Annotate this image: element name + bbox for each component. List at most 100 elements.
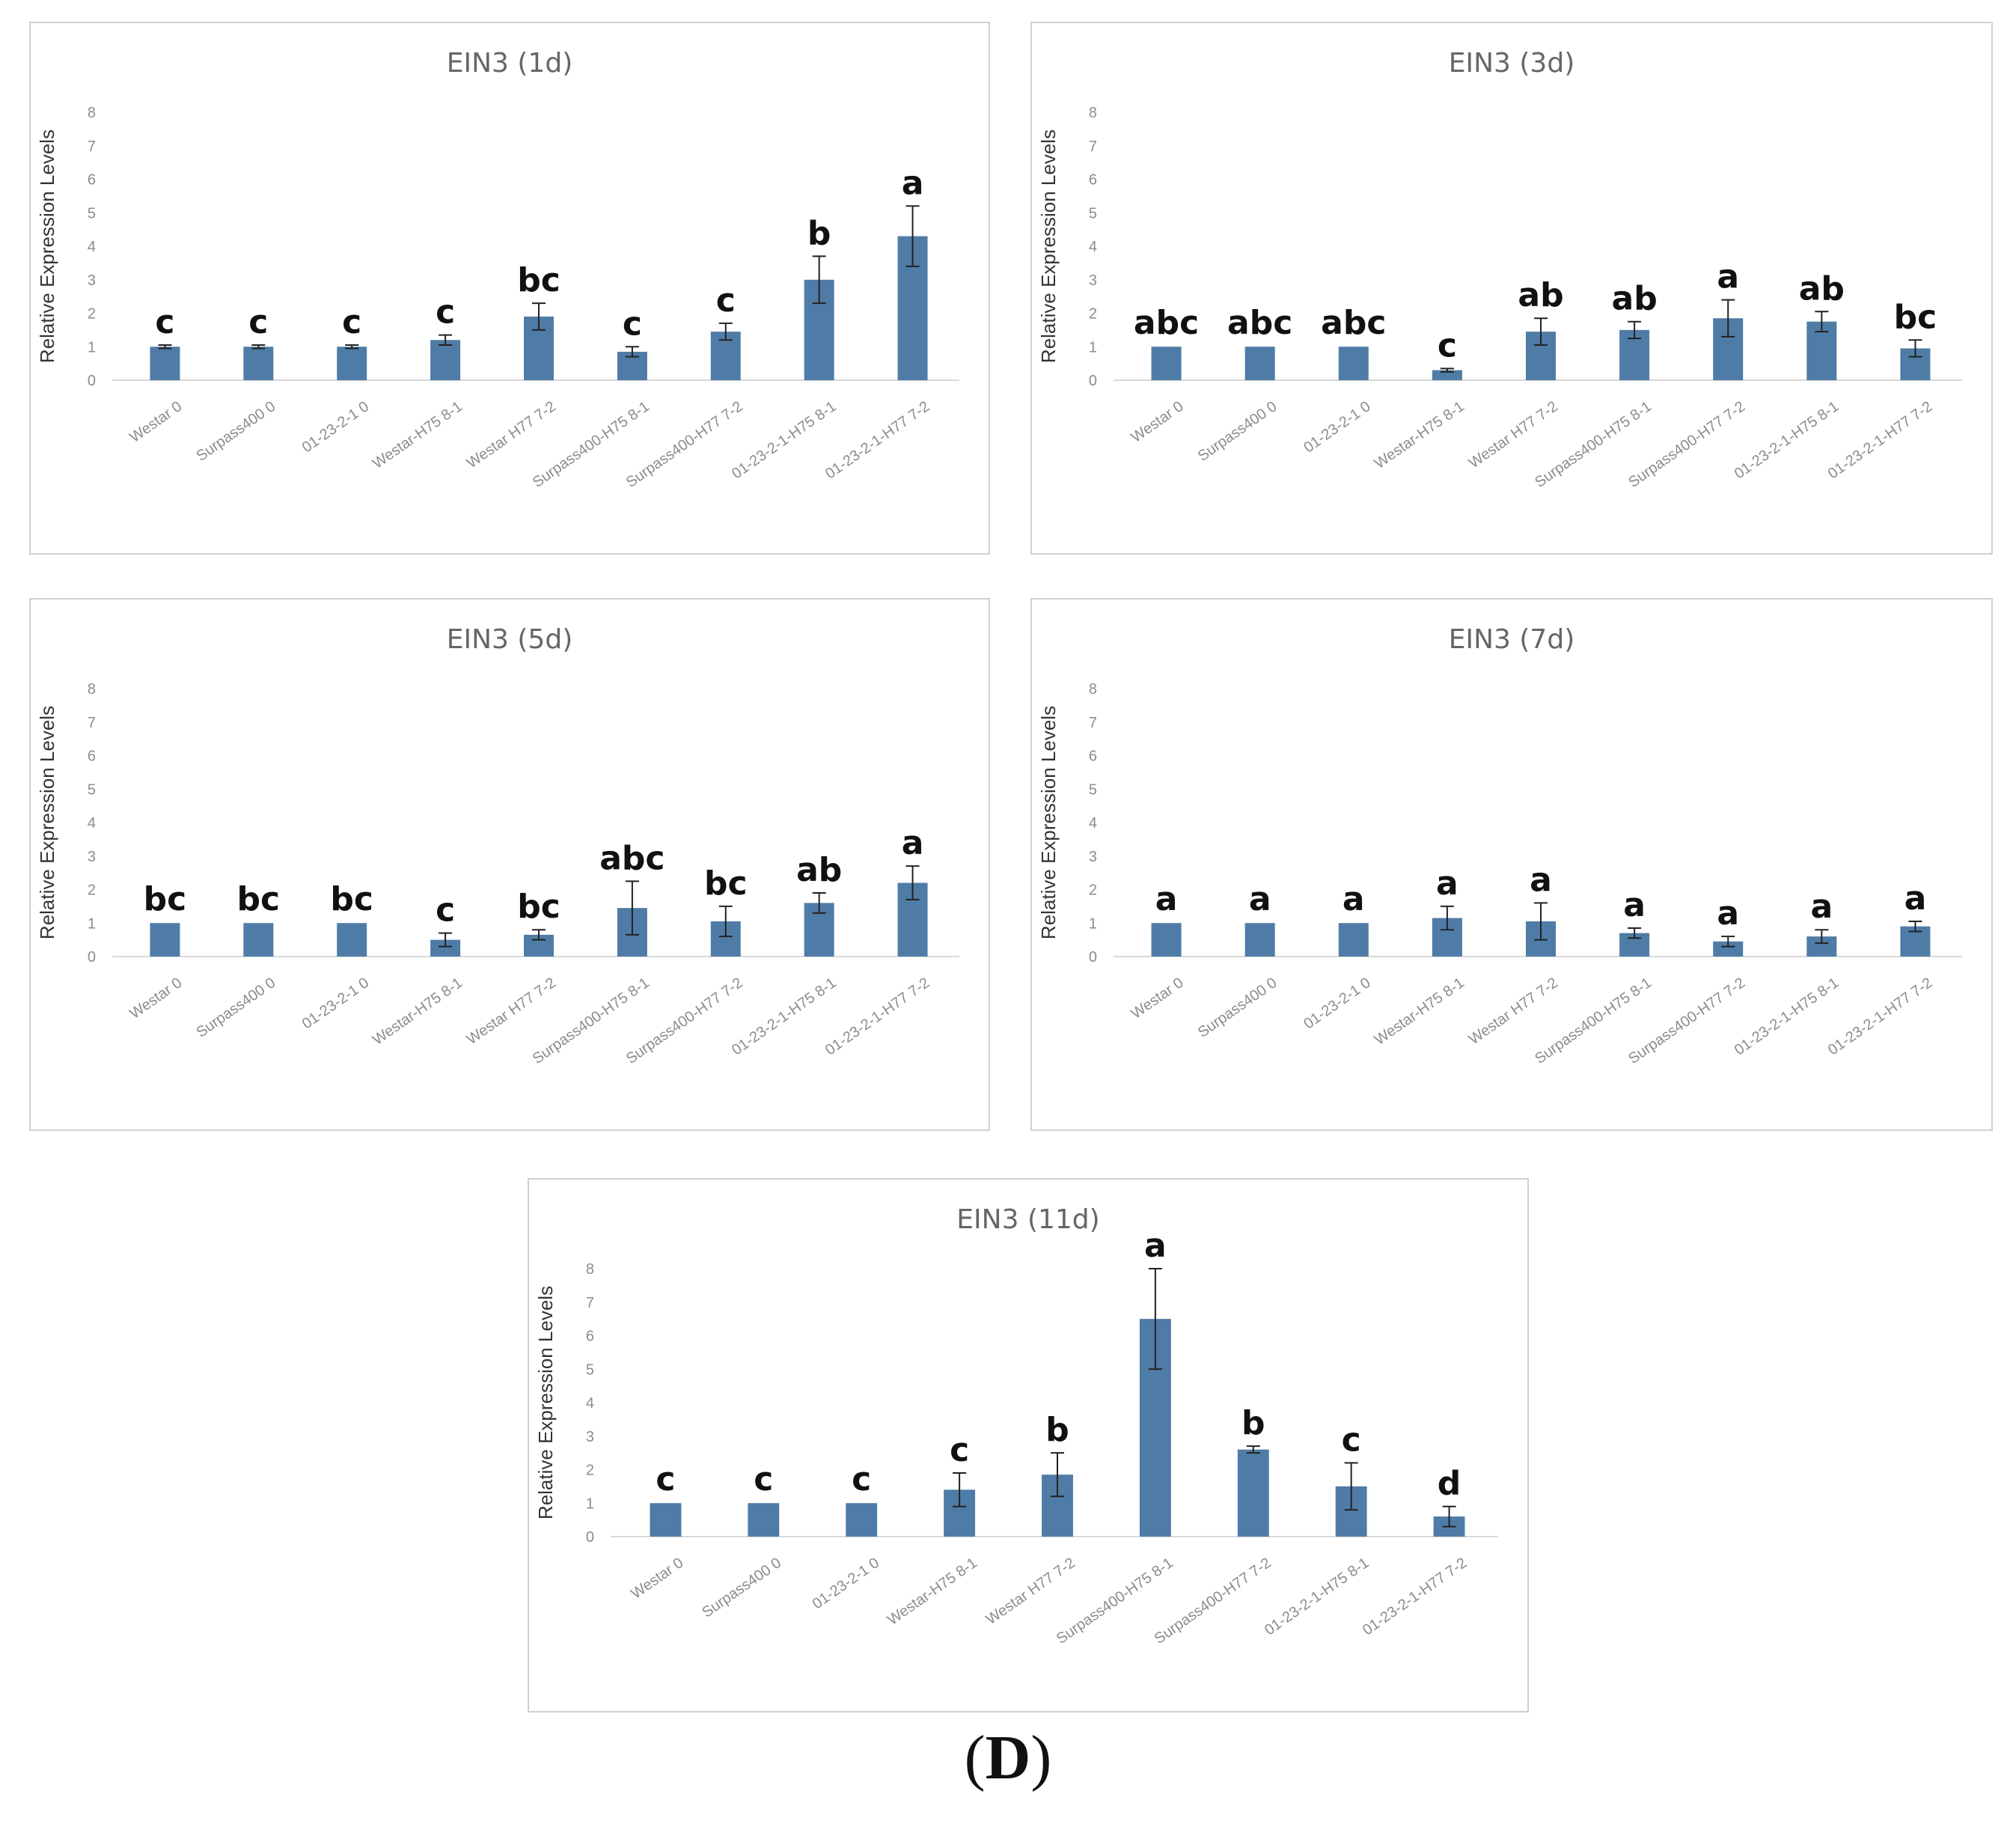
y-tick-label: 0 [88, 949, 96, 966]
significance-label: a [1530, 861, 1552, 899]
significance-label: bc [330, 880, 373, 918]
y-tick-label: 6 [88, 748, 96, 765]
bar [1432, 370, 1462, 380]
significance-label: bc [237, 880, 281, 918]
chart-panel-1: EIN3 (1d) Relative Expression Levels 0 1 2 3 4… [29, 22, 990, 555]
y-tick-label: 3 [88, 849, 96, 865]
y-tick-label: 4 [1089, 239, 1097, 255]
y-tick-label: 3 [1089, 272, 1097, 289]
bar [150, 923, 180, 957]
chart-panel-5: EIN3 (11d) Relative Expression Levels 0 1 2 3… [528, 1178, 1529, 1712]
y-tick-label: 7 [88, 138, 96, 155]
significance-label: ab [796, 851, 842, 889]
y-tick-label: 1 [88, 339, 96, 356]
y-tick-label: 0 [88, 373, 96, 389]
bar [748, 1503, 780, 1537]
y-axis-label: Relative Expression Levels [534, 1286, 557, 1519]
y-tick-label: 7 [586, 1295, 594, 1311]
significance-label: a [1249, 880, 1271, 918]
significance-label: a [902, 824, 924, 862]
y-axis-label: Relative Expression Levels [36, 129, 58, 363]
significance-label: c [155, 303, 174, 341]
y-axis-label: Relative Expression Levels [1037, 706, 1060, 939]
y-tick-label: 8 [1089, 105, 1097, 121]
y-tick-label: 3 [1089, 849, 1097, 865]
y-tick-label: 0 [1089, 949, 1097, 966]
significance-label: a [1810, 888, 1833, 926]
significance-label: bc [517, 888, 560, 926]
significance-label: a [1717, 894, 1739, 933]
y-axis-label: Relative Expression Levels [36, 706, 58, 939]
significance-label: c [623, 305, 642, 343]
y-tick-label: 3 [88, 272, 96, 289]
significance-label: abc [1321, 304, 1386, 342]
figure-label: (D) [0, 1721, 2016, 1794]
chart-title: EIN3 (3d) [1449, 48, 1575, 79]
chart-panel-2: EIN3 (3d) Relative Expression Levels 0 1 2 3 4… [1030, 22, 1993, 555]
chart-panel-3: EIN3 (5d) Relative Expression Levels 0 1 2 3 4… [29, 598, 990, 1131]
y-tick-label: 1 [586, 1495, 594, 1512]
figure-label-close: ) [1030, 1723, 1052, 1793]
bar [1713, 941, 1744, 957]
y-tick-label: 1 [88, 915, 96, 932]
bar [1338, 347, 1369, 380]
y-tick-label: 2 [586, 1463, 594, 1479]
y-tick-label: 5 [1089, 781, 1097, 798]
y-tick-label: 6 [88, 172, 96, 189]
chart-frame [1030, 598, 1993, 1131]
significance-label: c [436, 293, 455, 332]
significance-label: a [1623, 886, 1646, 924]
significance-label: c [950, 1431, 969, 1469]
bar [243, 923, 274, 957]
significance-label: a [1904, 879, 1927, 918]
significance-label: a [902, 164, 924, 202]
significance-label: ab [1799, 269, 1845, 308]
y-tick-label: 7 [1089, 138, 1097, 155]
y-tick-label: 4 [1089, 815, 1097, 832]
y-axis-label: Relative Expression Levels [1037, 129, 1060, 363]
bar [1244, 923, 1275, 957]
y-tick-label: 7 [88, 715, 96, 731]
y-tick-label: 4 [88, 815, 96, 832]
bar [1237, 1449, 1269, 1537]
bar [1151, 923, 1182, 957]
bar [1338, 923, 1369, 957]
y-tick-label: 7 [1089, 715, 1097, 731]
chart-panel-4: EIN3 (7d) Relative Expression Levels 0 1 2 3 4… [1030, 598, 1993, 1131]
significance-label: a [1144, 1227, 1167, 1265]
significance-label: c [716, 281, 736, 320]
significance-label: ab [1518, 276, 1563, 314]
significance-label: ab [1612, 280, 1658, 318]
y-tick-label: 5 [1089, 205, 1097, 222]
significance-label: c [656, 1460, 675, 1498]
y-tick-label: 8 [88, 681, 96, 698]
significance-label: abc [1134, 304, 1199, 342]
chart-title: EIN3 (5d) [447, 624, 573, 655]
y-tick-label: 0 [586, 1529, 594, 1546]
bar [1151, 347, 1182, 380]
significance-label: c [436, 891, 455, 930]
y-tick-label: 8 [88, 105, 96, 121]
significance-label: abc [1227, 304, 1292, 342]
significance-label: c [248, 303, 268, 341]
chart-frame [29, 22, 990, 555]
y-tick-label: 4 [586, 1395, 594, 1412]
chart-frame [29, 598, 990, 1131]
y-tick-label: 1 [1089, 339, 1097, 356]
y-tick-label: 2 [1089, 882, 1097, 899]
significance-label: c [342, 303, 361, 341]
significance-label: a [1717, 258, 1739, 296]
chart-title: EIN3 (11d) [956, 1204, 1099, 1235]
figure-label-letter: D [985, 1723, 1031, 1793]
bar [243, 347, 274, 380]
significance-label: c [1342, 1421, 1361, 1460]
y-tick-label: 6 [586, 1329, 594, 1345]
figure-label-open: ( [964, 1723, 986, 1793]
y-tick-label: 8 [586, 1261, 594, 1278]
y-tick-label: 5 [586, 1361, 594, 1378]
y-tick-label: 6 [1089, 748, 1097, 765]
significance-label: a [1343, 880, 1365, 918]
chart-frame [1030, 22, 1993, 555]
bar [650, 1503, 682, 1537]
significance-label: bc [704, 864, 748, 903]
